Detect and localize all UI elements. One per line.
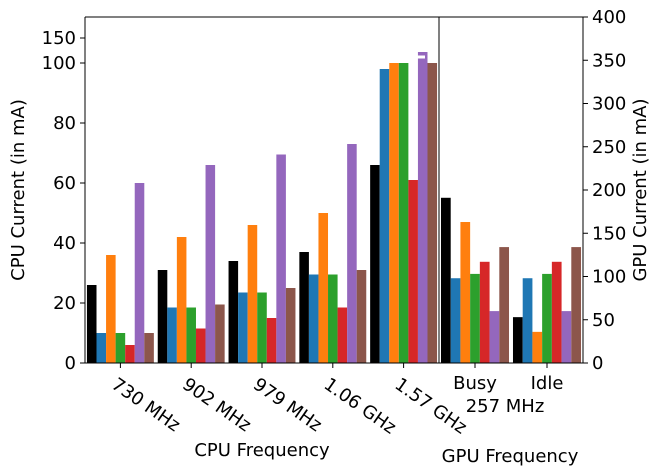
x-axis-label: GPU Frequency	[442, 446, 579, 467]
bar	[328, 274, 338, 363]
y-tick-label: 150	[42, 28, 76, 49]
bar	[167, 307, 177, 363]
bar	[347, 144, 357, 363]
y-tick-label: 80	[53, 113, 76, 134]
bar	[370, 165, 380, 363]
bar	[318, 213, 329, 363]
bar	[450, 278, 461, 363]
y-tick-label: 0	[65, 353, 76, 374]
y-tick-label: 100	[42, 53, 76, 74]
bar	[408, 180, 418, 363]
bar	[337, 307, 348, 363]
bar	[238, 292, 248, 363]
bar	[551, 261, 562, 363]
bar	[571, 247, 582, 363]
y-tick-label: 250	[592, 137, 626, 158]
bar	[125, 345, 135, 363]
bar	[512, 317, 523, 363]
bar	[460, 222, 471, 363]
y-tick-label: 50	[592, 310, 615, 331]
bar	[470, 273, 480, 363]
y-axis-label: CPU Current (in mA)	[8, 99, 29, 281]
bar	[266, 318, 277, 363]
bar	[440, 197, 451, 363]
y-tick-label: 40	[53, 233, 76, 254]
bar	[522, 278, 533, 363]
y-tick-label: 400	[592, 7, 626, 28]
bar	[561, 311, 572, 363]
bar	[215, 304, 225, 363]
y-tick-label: 100	[592, 267, 626, 288]
bar	[186, 307, 196, 363]
bar	[144, 333, 154, 363]
bar	[389, 63, 399, 363]
bar	[356, 270, 367, 363]
bar	[398, 63, 409, 363]
y2-axis-label: GPU Current (in mA)	[630, 98, 651, 281]
bar	[285, 288, 296, 363]
bar	[499, 247, 510, 363]
bar	[299, 252, 309, 363]
y-tick-label: 200	[592, 180, 626, 201]
bar	[479, 261, 490, 363]
bar	[195, 328, 206, 363]
bar	[417, 52, 428, 363]
x-tick-label: Idle	[531, 373, 564, 394]
bar	[115, 333, 126, 363]
x-tick-label: 730 MHz	[108, 374, 184, 436]
bar	[532, 331, 543, 363]
bar	[427, 63, 438, 363]
bar	[276, 154, 286, 363]
bar	[96, 333, 107, 363]
group-label: 257 MHz	[466, 396, 545, 417]
bar	[257, 292, 267, 363]
x-axis-label: CPU Frequency	[194, 440, 330, 461]
bar	[86, 285, 97, 363]
bar	[542, 273, 552, 363]
y-tick-label: 350	[592, 50, 626, 71]
y-tick-label: 60	[53, 173, 76, 194]
bar	[379, 69, 390, 363]
bar	[489, 311, 500, 363]
bar	[134, 183, 145, 363]
y-tick-label: 20	[53, 293, 76, 314]
bar	[228, 261, 239, 363]
x-tick-label: 979 MHz	[249, 374, 325, 436]
bar	[176, 237, 187, 363]
x-tick-label: 902 MHz	[178, 374, 254, 436]
bar	[106, 255, 116, 363]
bar	[205, 165, 216, 363]
x-tick-label: 1.06 GHz	[320, 374, 400, 439]
bar	[308, 274, 319, 363]
bar	[247, 225, 258, 363]
bar	[157, 270, 168, 363]
y-tick-label: 150	[592, 223, 626, 244]
x-tick-label: Busy	[453, 373, 497, 394]
y-tick-label: 300	[592, 94, 626, 115]
y-tick-label: 0	[592, 353, 603, 374]
